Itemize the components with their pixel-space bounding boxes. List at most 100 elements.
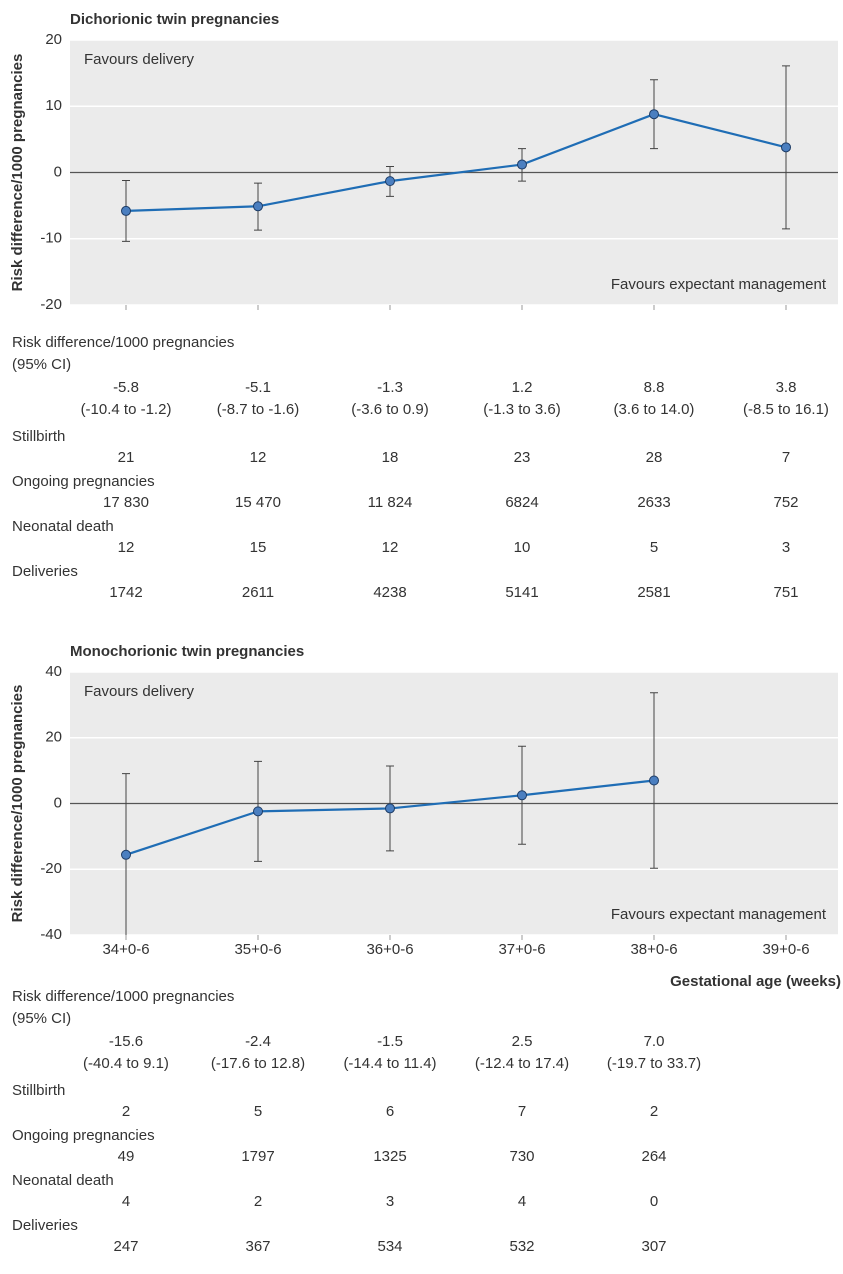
y-tick-label: -10 (40, 230, 62, 247)
table-cell: 0 (650, 1193, 658, 1210)
table-cell: 2 (650, 1103, 658, 1120)
ci-label: (3.6 to 14.0) (614, 401, 695, 418)
value-label: 7.0 (644, 1033, 665, 1050)
table-cell: 2611 (242, 584, 274, 601)
x-tick-label: 36+0-6 (366, 941, 413, 958)
point (253, 201, 263, 212)
point (385, 803, 395, 814)
data-table: Risk difference/1000 pregnancies (95% CI)… (12, 334, 829, 601)
table-cell: 2 (122, 1103, 130, 1120)
chart-panel: Dichorionic twin pregnancies -20 -10 0 10 20 R… (9, 11, 838, 313)
table-cell: 247 (113, 1238, 138, 1255)
x-tick-label: 35+0-6 (234, 941, 281, 958)
row-label: Deliveries (12, 1217, 78, 1234)
table-cell: 6 (386, 1103, 394, 1120)
row-label: (95% CI) (12, 356, 71, 373)
table-cell: 6824 (505, 494, 538, 511)
y-tick-label: 0 (54, 794, 62, 811)
point (649, 775, 659, 786)
y-tick-label: -20 (40, 860, 62, 877)
table-cell: 4 (518, 1193, 526, 1210)
point (649, 109, 659, 120)
table-cell: 307 (641, 1238, 666, 1255)
point (121, 849, 131, 860)
x-tick-label: 38+0-6 (630, 941, 677, 958)
annotation: Favours delivery (84, 683, 195, 700)
table-cell: 5141 (505, 584, 538, 601)
table-cell: 264 (641, 1148, 666, 1165)
row-label: (95% CI) (12, 1010, 71, 1027)
y-tick-label: 20 (45, 31, 62, 48)
annotation: Favours expectant management (611, 906, 827, 923)
ci-label: (-1.3 to 3.6) (483, 401, 561, 418)
row-label: Risk difference/1000 pregnancies (12, 334, 234, 351)
ci-label: (-12.4 to 17.4) (475, 1055, 569, 1072)
table-cell: 730 (509, 1148, 534, 1165)
line (125, 113, 787, 213)
row-label: Stillbirth (12, 1082, 65, 1099)
value-label: 3.8 (776, 379, 797, 396)
table-cell: 4 (122, 1193, 130, 1210)
point (121, 205, 131, 216)
value-label: 2.5 (512, 1033, 533, 1050)
ci-label: (-8.7 to -1.6) (217, 401, 300, 418)
table-cell: 1325 (373, 1148, 406, 1165)
y-axis-label: Risk difference/1000 pregnancies (9, 685, 26, 923)
table-cell: 10 (514, 539, 531, 556)
value-label: -1.5 (377, 1033, 403, 1050)
table-cell: 12 (382, 539, 399, 556)
ci-label: (-40.4 to 9.1) (83, 1055, 169, 1072)
x-tick-label: 39+0-6 (762, 941, 809, 958)
table-cell: 17 830 (103, 494, 149, 511)
table-cell: 751 (773, 584, 798, 601)
y-tick-label: 20 (45, 729, 62, 746)
table-cell: 532 (509, 1238, 534, 1255)
plot-marks (121, 65, 791, 242)
table-cell: 5 (650, 539, 658, 556)
row-label: Stillbirth (12, 428, 65, 445)
table-cell: 49 (118, 1148, 135, 1165)
ci-label: (-10.4 to -1.2) (81, 401, 172, 418)
table-cell: 2633 (637, 494, 670, 511)
y-tick-label: -40 (40, 926, 62, 943)
ci-label: (-17.6 to 12.8) (211, 1055, 305, 1072)
y-axis-label: Risk difference/1000 pregnancies (9, 54, 26, 292)
data-table: Risk difference/1000 pregnancies (95% CI)… (12, 988, 701, 1255)
chart-title: Dichorionic twin pregnancies (70, 11, 279, 28)
ci-label: (-14.4 to 11.4) (343, 1055, 436, 1072)
y-tick-label: 10 (45, 97, 62, 114)
table-cell: 11 824 (368, 494, 413, 511)
x-tick-label: 34+0-6 (102, 941, 149, 958)
annotation: Favours delivery (84, 51, 195, 68)
table-cell: 5 (254, 1103, 262, 1120)
table-cell: 28 (646, 449, 663, 466)
point (781, 142, 791, 153)
chart-title: Monochorionic twin pregnancies (70, 643, 304, 660)
ci-label: (-3.6 to 0.9) (351, 401, 429, 418)
table-cell: 18 (382, 449, 399, 466)
table-cell: 534 (377, 1238, 402, 1255)
annotation: Favours expectant management (611, 276, 827, 293)
table-cell: 1797 (241, 1148, 274, 1165)
table-cell: 21 (118, 449, 135, 466)
point (385, 176, 395, 187)
table-cell: 3 (386, 1193, 394, 1210)
value-label: 8.8 (644, 379, 665, 396)
row-label: Ongoing pregnancies (12, 473, 155, 490)
row-label: Ongoing pregnancies (12, 1127, 155, 1144)
point (517, 159, 527, 170)
plot-marks (121, 692, 659, 935)
table-cell: 752 (773, 494, 798, 511)
chart-panel: Monochorionic twin pregnancies -40 -20 0 20 4… (9, 643, 841, 990)
table-cell: 367 (245, 1238, 270, 1255)
table-cell: 1742 (109, 584, 142, 601)
table-cell: 15 470 (235, 494, 281, 511)
value-label: -5.1 (245, 379, 271, 396)
table-cell: 12 (250, 449, 267, 466)
table-cell: 12 (118, 539, 135, 556)
x-tick-label: 37+0-6 (498, 941, 545, 958)
ci-label: (-19.7 to 33.7) (607, 1055, 701, 1072)
value-label: -1.3 (377, 379, 403, 396)
ci-label: (-8.5 to 16.1) (743, 401, 829, 418)
